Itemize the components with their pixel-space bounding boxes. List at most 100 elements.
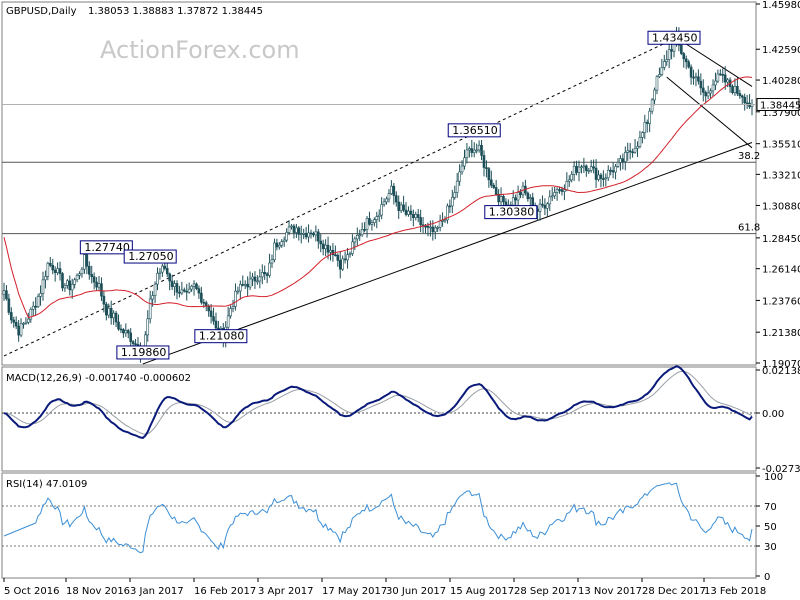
price-annotation-label: 1.30380 bbox=[489, 206, 535, 219]
candle bbox=[555, 187, 559, 201]
candle bbox=[380, 197, 383, 220]
candle bbox=[126, 328, 130, 339]
candle bbox=[321, 239, 325, 256]
candle bbox=[107, 303, 111, 319]
x-tick-label: 17 May 2017 bbox=[322, 586, 387, 597]
candle bbox=[399, 201, 403, 214]
candle bbox=[745, 94, 749, 109]
candle bbox=[541, 195, 544, 208]
candle bbox=[178, 285, 181, 298]
candle bbox=[587, 168, 591, 174]
candle bbox=[212, 307, 215, 325]
candle bbox=[597, 170, 600, 182]
candle bbox=[253, 271, 257, 289]
candle bbox=[487, 167, 491, 188]
candle bbox=[482, 150, 486, 177]
candle bbox=[282, 236, 286, 247]
candle bbox=[721, 68, 725, 83]
candle bbox=[692, 69, 695, 85]
candle bbox=[195, 282, 198, 291]
candle bbox=[12, 316, 16, 328]
candle bbox=[626, 142, 630, 161]
price-y-tick-label: 1.19070 bbox=[762, 359, 800, 370]
candle bbox=[36, 293, 40, 308]
candle bbox=[453, 185, 457, 200]
candle bbox=[701, 79, 705, 102]
candle bbox=[292, 223, 296, 239]
candle bbox=[524, 179, 527, 196]
price-annotation-box bbox=[123, 249, 177, 264]
channel-upper-line bbox=[3, 37, 677, 357]
candle bbox=[589, 159, 593, 173]
x-tick-label: 18 Nov 2016 bbox=[66, 586, 130, 597]
price-annotation-label: 1.36510 bbox=[452, 124, 498, 137]
price-y-tick-label: 1.28450 bbox=[762, 234, 800, 245]
candle bbox=[665, 50, 669, 66]
candle bbox=[97, 276, 101, 291]
candle bbox=[29, 307, 33, 323]
falling-support-line bbox=[666, 76, 753, 149]
candle bbox=[385, 196, 388, 205]
candle bbox=[343, 251, 347, 264]
candle bbox=[122, 328, 125, 338]
price-y-tick-label: 1.45980 bbox=[762, 0, 800, 11]
candle bbox=[643, 114, 647, 140]
candle bbox=[251, 272, 254, 286]
candle bbox=[726, 78, 729, 88]
candle bbox=[416, 209, 420, 223]
candle bbox=[161, 263, 164, 278]
candle bbox=[63, 283, 67, 292]
current-price-label: 1.38445 bbox=[760, 101, 800, 112]
candle bbox=[602, 170, 605, 187]
candle bbox=[197, 285, 201, 299]
candle bbox=[373, 217, 376, 227]
candle bbox=[402, 195, 405, 213]
candle bbox=[2, 282, 6, 301]
candle bbox=[265, 272, 269, 284]
price-annotation-box bbox=[484, 205, 538, 220]
candle bbox=[90, 265, 94, 284]
candle bbox=[317, 228, 320, 249]
candle bbox=[241, 275, 245, 287]
candlestick-series bbox=[2, 26, 754, 363]
rsi-y-tick-label: 30 bbox=[764, 542, 777, 553]
candle bbox=[165, 262, 169, 278]
candle bbox=[158, 267, 162, 280]
candle bbox=[353, 236, 357, 251]
price-annotation-label: 1.19860 bbox=[121, 346, 167, 359]
candle bbox=[616, 158, 620, 168]
candle bbox=[209, 303, 213, 324]
candle bbox=[577, 160, 581, 182]
candle bbox=[329, 245, 332, 261]
candle bbox=[331, 243, 335, 262]
candle bbox=[363, 222, 366, 233]
candle bbox=[73, 277, 76, 289]
price-annotation-label: 1.27740 bbox=[84, 241, 130, 254]
x-tick-label: 13 Nov 2017 bbox=[578, 586, 642, 597]
candle bbox=[731, 84, 734, 95]
macd-signal-line bbox=[3, 370, 753, 435]
macd-panel: 0.021384 0.00 -0.027353 bbox=[2, 365, 800, 475]
candle bbox=[190, 284, 193, 292]
candle bbox=[58, 261, 62, 281]
candle bbox=[706, 85, 710, 100]
x-tick-label: 3 Jan 2017 bbox=[130, 586, 184, 597]
candle bbox=[304, 226, 308, 240]
candle bbox=[95, 277, 98, 291]
macd-panel-frame bbox=[1, 366, 757, 472]
rsi-panel-frame bbox=[1, 472, 757, 579]
candle bbox=[314, 225, 318, 242]
price-panel-frame bbox=[1, 1, 757, 366]
candle bbox=[312, 231, 315, 238]
candle bbox=[485, 160, 488, 178]
candle bbox=[392, 183, 396, 205]
candle bbox=[61, 272, 64, 292]
candle bbox=[436, 225, 439, 233]
candle bbox=[455, 172, 459, 198]
candle bbox=[48, 256, 52, 268]
candle bbox=[256, 275, 259, 285]
candle bbox=[246, 276, 249, 297]
price-y-tick-label: 1.35510 bbox=[762, 140, 800, 151]
candle bbox=[365, 216, 369, 238]
candle bbox=[295, 223, 298, 238]
